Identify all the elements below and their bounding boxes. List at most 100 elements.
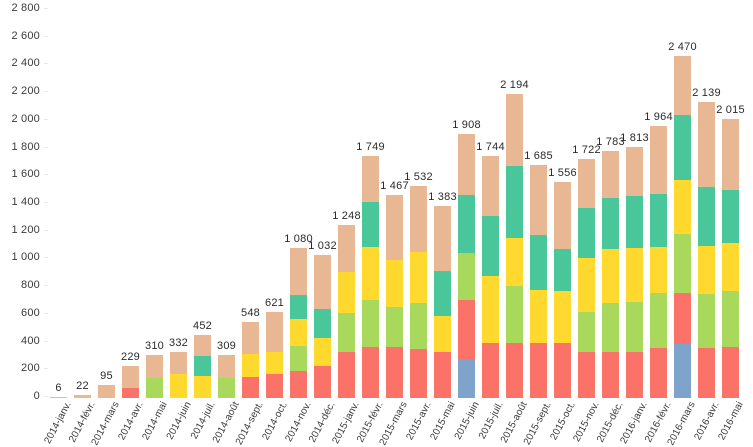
bar-column[interactable]: 1 080 xyxy=(284,233,313,398)
y-axis-tick-label: 1 200 xyxy=(11,223,40,236)
bar-column[interactable]: 2 194 xyxy=(500,79,529,398)
bar-column[interactable]: 1 813 xyxy=(620,132,649,398)
bar-segment-yellow-green xyxy=(338,313,355,353)
bar-segment-red xyxy=(578,352,595,398)
bar-column[interactable]: 621 xyxy=(265,297,284,398)
bar-segment-teal xyxy=(530,234,547,290)
bar-segment-tan xyxy=(554,182,571,250)
y-axis-tick-label: 2 800 xyxy=(11,2,40,14)
bar-column[interactable]: 548 xyxy=(241,307,260,398)
y-axis-tick-label: 1 800 xyxy=(11,140,40,153)
bar-segment-teal xyxy=(362,201,379,247)
bar-column[interactable]: 95 xyxy=(98,370,115,398)
y-axis-tick-label: 2 600 xyxy=(11,29,40,42)
bar-column[interactable]: 332 xyxy=(169,337,188,398)
bar-value-label: 621 xyxy=(265,296,284,309)
bar-column[interactable]: 229 xyxy=(121,351,140,398)
bar-segment-red xyxy=(410,348,427,398)
bar-segment-tan xyxy=(674,55,691,115)
bar-segment-yellow xyxy=(650,246,667,293)
bar-value-label: 95 xyxy=(100,369,113,382)
bar-segment-red xyxy=(122,388,139,398)
bar-segment-tan xyxy=(266,311,283,353)
bar-column[interactable]: 1 467 xyxy=(380,180,409,398)
bar-column[interactable]: 1 532 xyxy=(404,171,433,398)
bar-column[interactable]: 1 749 xyxy=(356,141,385,398)
bar-column[interactable]: 1 908 xyxy=(452,119,481,398)
bar-column[interactable]: 309 xyxy=(217,340,236,398)
bar-segment-red xyxy=(530,343,547,398)
bar-segment-yellow xyxy=(410,251,427,304)
bar-segment-yellow xyxy=(266,352,283,374)
bar-segment-tan xyxy=(386,194,403,261)
bar-column[interactable]: 22 xyxy=(74,380,91,398)
bar-segment-tan xyxy=(698,101,715,188)
bar-column[interactable]: 1 744 xyxy=(476,141,505,398)
bar-column[interactable]: 2 139 xyxy=(692,87,721,398)
bar-column[interactable]: 310 xyxy=(145,340,164,398)
bar-column[interactable]: 2 015 xyxy=(716,104,745,398)
bar-segment-red xyxy=(698,348,715,398)
y-axis-tick-mark xyxy=(44,174,48,176)
bar-value-label: 1 964 xyxy=(644,110,673,123)
bar-segment-yellow-green xyxy=(386,306,403,347)
y-axis-tick-mark xyxy=(44,63,48,65)
bar-value-label: 1 080 xyxy=(284,233,313,246)
bar-column[interactable]: 1 383 xyxy=(428,191,457,398)
bar-column[interactable]: 1 556 xyxy=(548,167,577,398)
y-axis-tick-mark xyxy=(44,312,48,314)
bar-segment-red xyxy=(266,373,283,398)
bar-segment-tan xyxy=(74,394,91,398)
bar-segment-tan xyxy=(410,185,427,252)
bar-segment-yellow xyxy=(698,245,715,295)
bar-segment-teal xyxy=(650,194,667,247)
bar-column[interactable]: 1 964 xyxy=(644,111,673,398)
bar-value-label: 309 xyxy=(217,340,236,353)
bar-segment-yellow-green xyxy=(290,346,307,371)
bar-column[interactable]: 6 xyxy=(50,382,67,398)
y-axis-tick-mark xyxy=(44,340,48,342)
bar-segment-tan xyxy=(722,118,739,191)
bar-column[interactable]: 1 783 xyxy=(596,136,625,398)
bar-column[interactable]: 1 722 xyxy=(572,144,601,398)
bar-segment-yellow-green xyxy=(698,294,715,349)
bar-value-label: 332 xyxy=(169,337,188,349)
bar-segment-teal xyxy=(314,308,331,339)
bar-column[interactable]: 1 248 xyxy=(332,210,361,398)
bar-segment-yellow xyxy=(338,271,355,314)
bar-segment-tan xyxy=(242,322,259,355)
bar-value-label: 1 813 xyxy=(620,131,649,144)
y-axis-tick-mark xyxy=(44,35,48,37)
bar-segment-red xyxy=(722,346,739,398)
bar-column[interactable]: 1 032 xyxy=(308,240,337,398)
bar-value-label: 229 xyxy=(121,351,140,364)
bar-segment-blue xyxy=(458,358,475,398)
y-axis-tick-mark xyxy=(44,396,48,397)
bar-value-label: 1 248 xyxy=(332,210,361,223)
bar-value-label: 1 783 xyxy=(596,135,625,148)
y-axis-tick-label: 600 xyxy=(21,306,40,319)
bar-segment-teal xyxy=(458,195,475,254)
bar-value-label: 1 383 xyxy=(428,191,457,204)
y-axis-tick-mark xyxy=(44,285,48,287)
bar-segment-red xyxy=(290,370,307,398)
bar-segment-yellow-green xyxy=(722,291,739,347)
bar-segment-yellow-green xyxy=(626,302,643,353)
bar-value-label: 1 032 xyxy=(308,240,337,252)
y-axis-tick-mark xyxy=(44,91,48,93)
y-axis-tick-label: 1 000 xyxy=(11,251,40,264)
y-axis-tick-label: 0 xyxy=(33,390,40,402)
bar-column[interactable]: 1 685 xyxy=(524,150,553,398)
bar-segment-yellow-green xyxy=(458,253,475,301)
bar-column[interactable]: 2 470 xyxy=(668,41,697,398)
bar-segment-tan xyxy=(530,164,547,235)
bar-segment-teal xyxy=(578,208,595,259)
bar-segment-teal xyxy=(434,270,451,317)
y-axis-tick-mark xyxy=(44,202,48,203)
bar-segment-blue xyxy=(674,343,691,398)
bar-segment-teal xyxy=(482,216,499,277)
bar-value-label: 1 744 xyxy=(476,141,505,154)
bar-column[interactable]: 452 xyxy=(193,320,212,398)
bar-segment-teal xyxy=(506,165,523,238)
bar-segment-red xyxy=(338,352,355,398)
